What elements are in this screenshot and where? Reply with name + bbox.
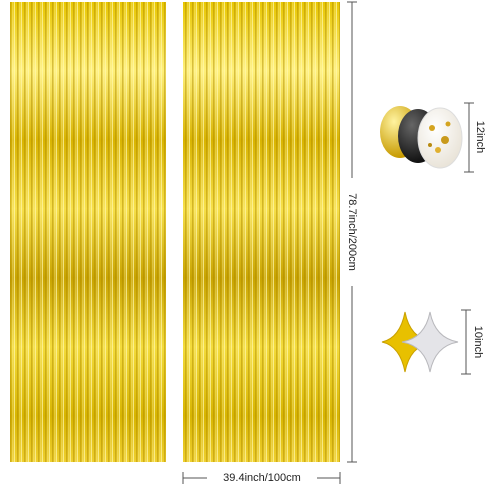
- height-label: 78.7inch/200cm: [346, 193, 358, 271]
- height-dimension: 78.7inch/200cm: [345, 1, 359, 463]
- curtain: [10, 2, 166, 462]
- curtain: [183, 2, 340, 462]
- star-size-label: 10inch: [472, 326, 484, 358]
- balloon-size-label: 12inch: [474, 121, 486, 153]
- width-label: 39.4inch/100cm: [223, 472, 301, 484]
- width-dimension: 39.4inch/100cm: [182, 470, 341, 486]
- balloons: 12inch: [380, 102, 486, 173]
- star-balloons: 10inch: [381, 309, 484, 375]
